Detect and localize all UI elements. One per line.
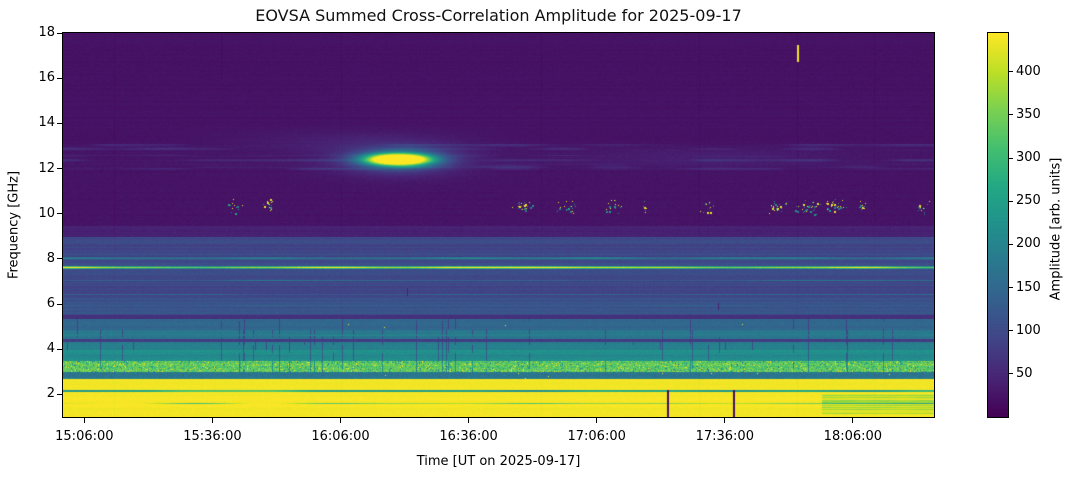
y-tick-mark [57,168,62,170]
y-tick-mark [57,393,62,395]
heatmap-plot [62,32,935,418]
x-tick-mark [340,418,342,423]
x-axis-label: Time [UT on 2025-09-17] [416,454,581,469]
y-tick-label: 6 [46,296,55,312]
colorbar-tick-mark [1009,330,1013,332]
x-tick-label: 18:06:00 [823,429,883,444]
chart-title: EOVSA Summed Cross-Correlation Amplitude… [255,6,742,25]
y-tick-mark [57,77,62,79]
colorbar [987,32,1009,418]
x-tick-label: 15:36:00 [183,429,242,444]
x-tick-mark [83,418,85,423]
y-tick-label: 14 [38,115,55,131]
x-tick-label: 17:06:00 [567,429,626,444]
colorbar-tick-mark [1009,243,1013,245]
x-tick-mark [724,418,726,423]
colorbar-tick-label: 200 [1016,236,1041,252]
y-tick-mark [57,213,62,215]
colorbar-tick-mark [1009,200,1013,202]
x-tick-label: 16:06:00 [311,429,370,444]
x-tick-mark [211,418,213,423]
x-tick-mark [852,418,854,423]
colorbar-tick-label: 50 [1016,365,1033,381]
x-tick-label: 15:06:00 [55,429,114,444]
colorbar-tick-label: 150 [1016,279,1041,295]
colorbar-tick-mark [1009,157,1013,159]
colorbar-tick-label: 350 [1016,106,1041,122]
x-tick-mark [596,418,598,423]
x-tick-label: 16:36:00 [439,429,498,444]
colorbar-tick-label: 100 [1016,322,1041,338]
colorbar-tick-label: 400 [1016,63,1041,79]
y-tick-mark [57,32,62,34]
y-tick-mark [57,303,62,305]
colorbar-tick-mark [1009,373,1013,375]
y-tick-label: 16 [38,70,55,86]
colorbar-tick-label: 300 [1016,150,1041,166]
y-tick-mark [57,258,62,260]
y-tick-mark [57,122,62,124]
y-tick-label: 4 [46,341,55,357]
y-tick-label: 2 [46,386,55,402]
y-tick-label: 12 [38,160,55,176]
y-tick-mark [57,348,62,350]
y-tick-label: 8 [46,250,55,266]
x-tick-mark [468,418,470,423]
colorbar-tick-mark [1009,287,1013,289]
x-tick-label: 17:36:00 [695,429,754,444]
y-tick-label: 18 [38,25,55,40]
colorbar-tick-mark [1009,114,1013,116]
colorbar-tick-label: 250 [1016,193,1041,209]
colorbar-tick-mark [1009,71,1013,73]
y-tick-label: 10 [38,205,55,221]
